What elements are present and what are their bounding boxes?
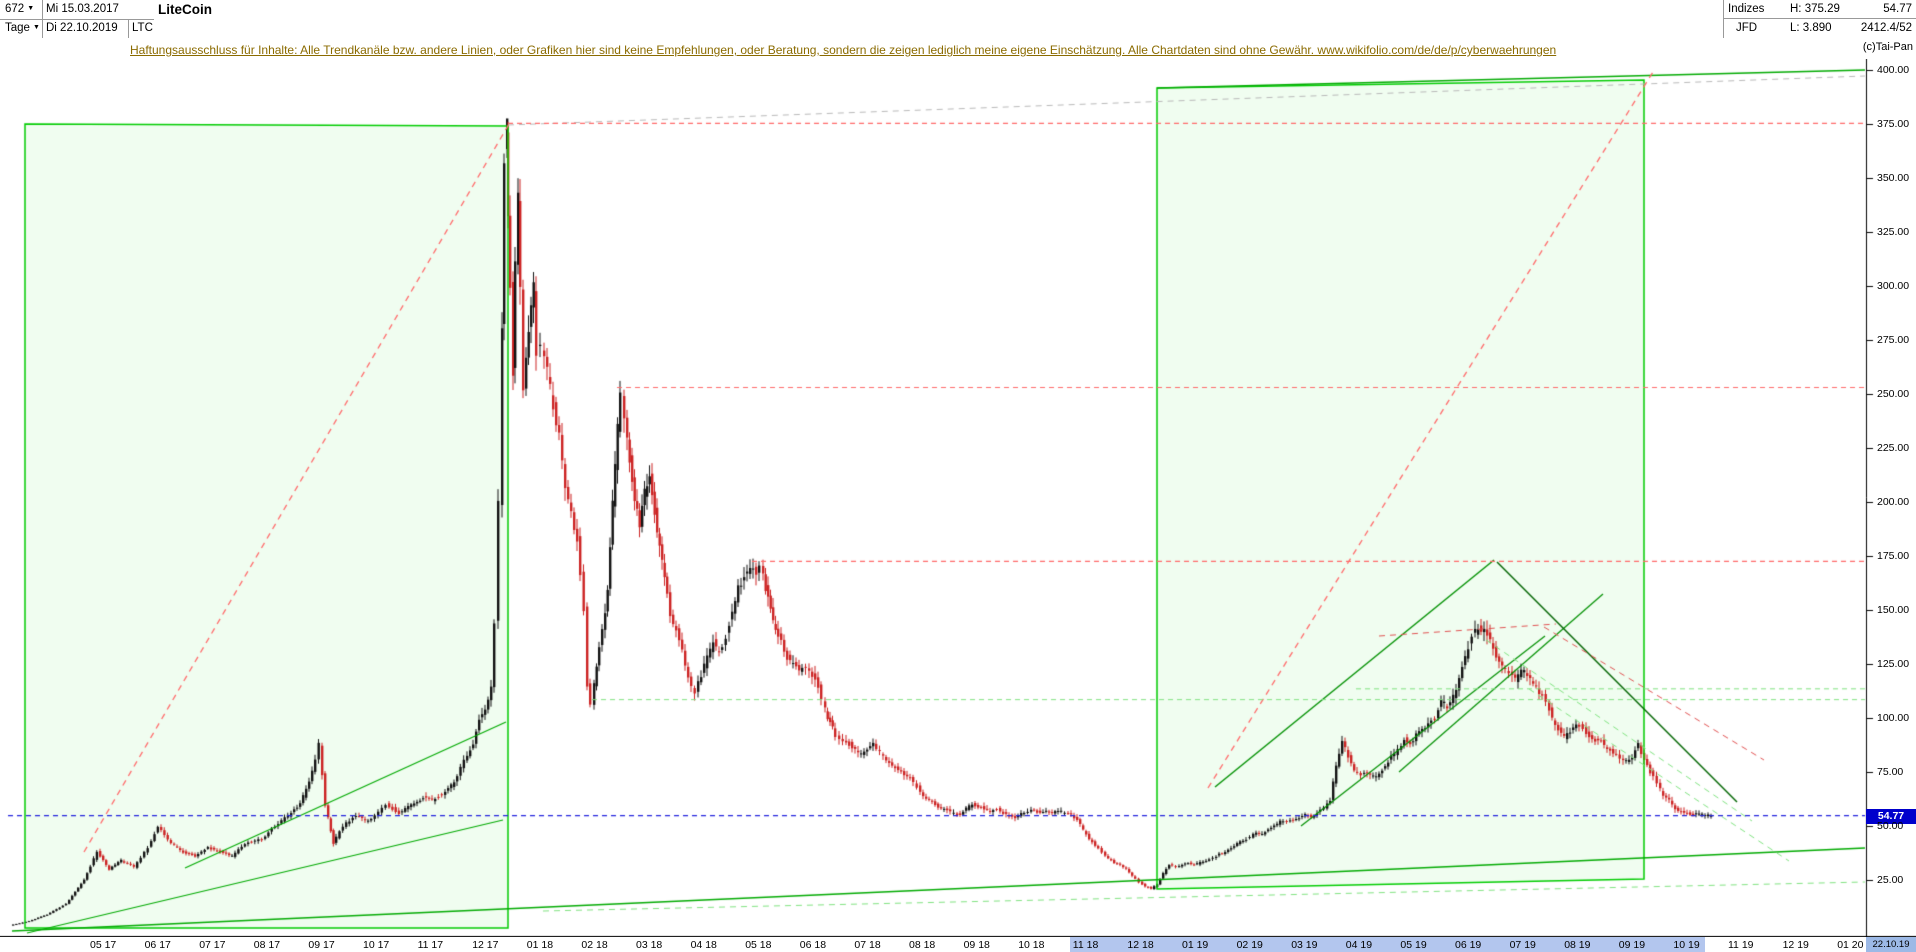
symbol-label: LTC (132, 22, 153, 34)
time-axis-label: 05 19 (1400, 939, 1427, 951)
time-axis[interactable]: 22.10.19 05 17 06 17 07 17 08 17 09 17 10 17 1… (0, 937, 1916, 952)
last-price-value: 54.77 (1883, 3, 1912, 15)
time-axis-label: 08 17 (253, 939, 281, 951)
header-separator (0, 19, 154, 20)
time-axis-label: 11 19 (1728, 939, 1754, 951)
price-axis-label: 300.00 (1877, 280, 1910, 292)
price-axis-label: 400.00 (1877, 64, 1910, 76)
price-axis-label: 275.00 (1877, 334, 1910, 346)
time-axis-label: 07 17 (199, 939, 226, 951)
price-axis-label: 200.00 (1877, 496, 1910, 508)
time-axis-label: 12 18 (1127, 939, 1154, 951)
price-axis-label: 150.00 (1877, 604, 1910, 616)
price-axis[interactable]: 54.77 25.00 50.00 75.00 100.00 125.00 150.00 1… (1866, 0, 1916, 952)
time-axis-label: 06 17 (144, 939, 171, 951)
range-info-value: 2412.4/52 (1860, 22, 1912, 34)
price-axis-label: 175.00 (1877, 550, 1910, 562)
price-axis-label: 225.00 (1877, 442, 1910, 454)
price-axis-label: 250.00 (1877, 388, 1910, 400)
time-axis-label: 01 18 (526, 939, 554, 951)
time-axis-label: 08 19 (1564, 939, 1591, 951)
time-axis-label: 06 18 (799, 939, 827, 951)
time-axis-label: 12 17 (472, 939, 499, 951)
price-axis-label: 100.00 (1877, 712, 1910, 724)
range-start-date[interactable]: Mi 15.03.2017 (46, 3, 119, 15)
time-axis-label: 01 20 (1837, 939, 1864, 951)
price-axis-label: 125.00 (1877, 658, 1910, 670)
time-axis-label: 05 18 (745, 939, 772, 951)
period-low-value: L: 3.890 (1790, 22, 1832, 34)
header-bar: 672 ▼ Mi 15.03.2017 LiteCoin Tage ▼ Di 22.… (0, 0, 1916, 59)
timeframe-dropdown[interactable]: Tage ▼ (5, 22, 40, 34)
bars-count-dropdown[interactable]: 672 ▼ (5, 3, 34, 15)
time-axis-label: 09 17 (308, 939, 335, 951)
time-axis-label: 10 17 (363, 939, 390, 951)
provider-label: JFD (1736, 22, 1758, 34)
chevron-down-icon: ▼ (27, 5, 35, 12)
time-axis-label: 01 19 (1182, 939, 1209, 951)
time-axis-label: 10 18 (1018, 939, 1045, 951)
time-axis-label: 12 19 (1782, 939, 1809, 951)
price-axis-label: 325.00 (1877, 226, 1910, 238)
copyright-label: (c)Tai-Pan (1862, 41, 1913, 53)
time-axis-label: 02 18 (581, 939, 608, 951)
time-axis-label: 11 17 (417, 939, 444, 951)
disclaimer-text: Haftungsausschluss für Inhalte: Alle Tre… (130, 43, 1557, 57)
time-axis-label: 03 18 (636, 939, 663, 951)
time-axis-label: 09 19 (1618, 939, 1646, 951)
period-high-value: H: 375.29 (1790, 3, 1840, 15)
time-axis-label: 08 18 (909, 939, 936, 951)
header-separator (128, 19, 129, 38)
header-separator (42, 0, 43, 38)
chevron-down-icon: ▼ (32, 24, 40, 31)
time-axis-label: 06 19 (1455, 939, 1482, 951)
last-price-tag: 54.77 (1866, 808, 1916, 824)
price-axis-label: 25.00 (1877, 874, 1904, 886)
time-axis-label: 07 19 (1509, 939, 1536, 951)
time-axis-label: 03 19 (1291, 939, 1318, 951)
instrument-title: LiteCoin (158, 2, 212, 17)
price-axis-label: 75.00 (1877, 766, 1904, 778)
price-axis-label: 375.00 (1877, 118, 1910, 130)
time-axis-label: 09 18 (963, 939, 990, 951)
price-axis-label: 50.00 (1877, 820, 1904, 832)
time-axis-label: 10 19 (1673, 939, 1700, 951)
price-axis-label: 350.00 (1877, 172, 1910, 184)
time-axis-label: 04 19 (1345, 939, 1373, 951)
time-axis-label: 02 19 (1236, 939, 1263, 951)
time-axis-label: 11 18 (1072, 939, 1099, 951)
time-axis-label: 04 18 (690, 939, 717, 951)
time-axis-label: 07 18 (854, 939, 881, 951)
timeframe-value: Tage (5, 22, 30, 34)
highlighted-period-band (1070, 937, 1705, 952)
bars-count-value: 672 (5, 3, 25, 15)
indizes-label: Indizes (1728, 3, 1765, 15)
range-end-date[interactable]: Di 22.10.2019 (46, 22, 118, 34)
cursor-date-tag: 22.10.19 (1866, 937, 1916, 952)
quote-info-panel: Indizes H: 375.29 54.77 JFD L: 3.890 241… (1723, 0, 1916, 38)
time-axis-label: 05 17 (90, 939, 117, 951)
